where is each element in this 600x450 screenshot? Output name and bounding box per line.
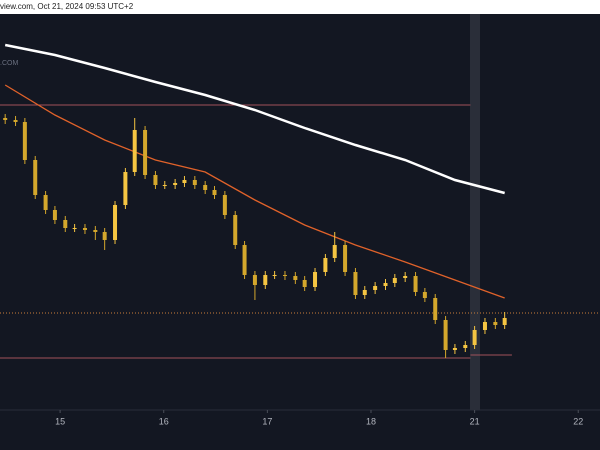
x-tick-label: 21 xyxy=(470,416,480,426)
x-tick-label: 18 xyxy=(366,416,376,426)
candle-body xyxy=(82,228,87,230)
session-band xyxy=(470,14,480,410)
candle-body xyxy=(252,275,257,285)
candle-body xyxy=(493,322,498,325)
header-strip xyxy=(0,0,600,14)
candle-body xyxy=(293,276,298,280)
candle-body xyxy=(113,205,118,240)
candle-body xyxy=(192,180,197,185)
candle-body xyxy=(343,245,348,272)
candle-body xyxy=(233,215,238,245)
candle-body xyxy=(413,276,418,292)
plot-area xyxy=(0,14,600,410)
candle-body xyxy=(3,118,8,120)
source-text: view.com, Oct 21, 2024 09:53 UTC+2 xyxy=(0,2,134,11)
candle-body xyxy=(153,175,158,185)
candle-body xyxy=(143,130,148,175)
candle-body xyxy=(132,130,137,172)
candle-body xyxy=(323,258,328,272)
candle-body xyxy=(362,290,367,295)
candle-body xyxy=(313,272,318,287)
candle-body xyxy=(123,172,128,205)
candle-body xyxy=(263,275,268,285)
candle-body xyxy=(222,195,227,215)
candle-body xyxy=(102,232,107,240)
candle-body xyxy=(282,275,287,276)
candle-body xyxy=(162,185,167,186)
candle-body xyxy=(63,220,68,228)
candle-body xyxy=(22,122,27,160)
candle-body xyxy=(212,190,217,195)
candle-body xyxy=(272,275,277,276)
watermark: .COM xyxy=(0,60,18,67)
candle-body xyxy=(443,320,448,350)
candle-body xyxy=(463,345,468,348)
candle-body xyxy=(433,298,438,320)
candle-body xyxy=(403,276,408,278)
candle-body xyxy=(52,210,57,220)
candle-body xyxy=(472,330,477,345)
candle-body xyxy=(182,180,187,183)
moving-average xyxy=(4,43,505,195)
candle-body xyxy=(72,228,77,229)
candle-body xyxy=(332,245,337,258)
candle-body xyxy=(173,183,178,185)
x-tick-label: 16 xyxy=(159,416,169,426)
candle-body xyxy=(353,272,358,295)
candle-body xyxy=(422,292,427,298)
x-tick-label: 17 xyxy=(262,416,272,426)
candle-body xyxy=(242,245,247,275)
candle-body xyxy=(203,185,208,190)
candle-body xyxy=(33,160,38,195)
candle-body xyxy=(302,280,307,287)
x-tick-label: 15 xyxy=(55,416,65,426)
candle-body xyxy=(373,286,378,290)
x-tick-label: 22 xyxy=(573,416,583,426)
candle-body xyxy=(383,283,388,286)
candle-body xyxy=(502,318,507,325)
candle-body xyxy=(13,120,18,122)
candle-body xyxy=(392,278,397,283)
candle-body xyxy=(452,348,457,350)
candle-body xyxy=(482,322,487,330)
moving-average xyxy=(4,84,505,299)
candle-body xyxy=(93,230,98,232)
candle-body xyxy=(43,195,48,210)
